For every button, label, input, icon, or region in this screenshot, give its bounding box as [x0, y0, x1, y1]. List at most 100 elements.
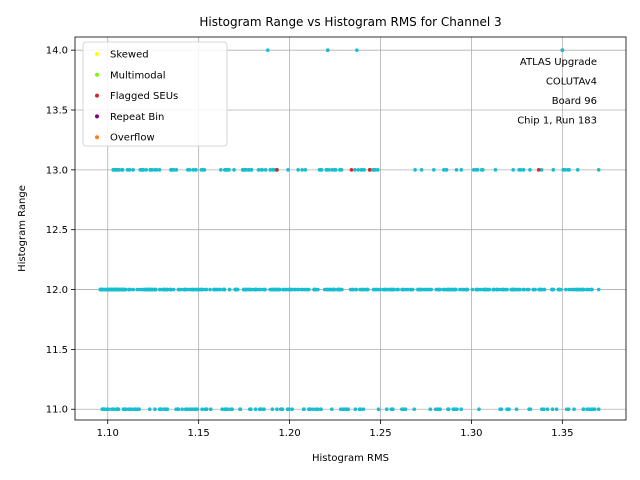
data-point [305, 287, 309, 292]
data-point [478, 287, 483, 292]
data-point [400, 287, 404, 292]
data-point [174, 168, 179, 172]
data-point [510, 287, 514, 292]
data-point [180, 407, 185, 412]
data-point [159, 407, 163, 412]
data-point [199, 168, 204, 172]
data-point [353, 407, 358, 412]
data-point [137, 407, 141, 412]
plot-area-frame [74, 36, 627, 421]
data-point [208, 287, 212, 292]
data-point [299, 287, 303, 292]
data-point [354, 287, 358, 292]
data-point [169, 168, 174, 172]
x-tick-label: 1.15 [188, 428, 210, 439]
legend-label: Skewed [110, 50, 149, 61]
data-point [405, 287, 410, 292]
data-point [337, 287, 342, 292]
data-point [106, 407, 111, 412]
data-point [459, 168, 464, 172]
data-point [296, 287, 300, 292]
data-point [409, 287, 413, 292]
y-tick-label: 11.5 [46, 345, 68, 356]
data-point [163, 287, 168, 292]
data-point [477, 407, 481, 412]
legend: Skewed Multimodal Flagged SEUs Repeat Bin Ov… [82, 41, 228, 147]
data-point [348, 287, 353, 292]
data-point [275, 407, 279, 412]
data-point [140, 287, 144, 292]
data-point [215, 287, 220, 292]
data-point [481, 287, 485, 292]
data-point [505, 287, 509, 292]
data-point [149, 287, 154, 292]
data-point [360, 168, 365, 172]
data-point [596, 407, 601, 412]
data-point [584, 287, 589, 292]
data-point [330, 407, 334, 412]
data-point [211, 287, 216, 292]
data-point [187, 407, 192, 412]
annotation-line: Chip 1, Run 183 [517, 116, 597, 127]
data-point [160, 287, 165, 292]
data-point [525, 287, 530, 292]
data-point [265, 48, 270, 52]
data-point [165, 407, 170, 412]
legend-marker [95, 52, 99, 56]
data-point [517, 168, 521, 172]
data-point [256, 168, 261, 172]
data-point [498, 407, 502, 412]
x-tick-label: 1.35 [551, 428, 573, 439]
data-point [225, 168, 230, 172]
data-point [158, 287, 162, 292]
data-point [252, 287, 256, 292]
data-point [162, 407, 167, 412]
data-point [588, 407, 593, 412]
data-point [438, 407, 442, 412]
data-point [232, 168, 236, 172]
data-point [319, 407, 323, 412]
data-point [580, 287, 585, 292]
axis-ticks: 1.10 1.15 1.20 1.25 1.30 1.35 11.0 11.5 12.0 12.5… [46, 46, 574, 439]
data-point [157, 168, 162, 172]
data-point [325, 48, 330, 52]
legend-marker [95, 114, 99, 119]
data-point [325, 287, 330, 292]
data-point [361, 407, 366, 412]
data-point [511, 168, 516, 172]
data-point [182, 287, 187, 292]
x-tick-label: 1.10 [97, 428, 119, 439]
data-point [262, 407, 266, 412]
data-point [491, 287, 495, 292]
data-point [303, 168, 308, 172]
data-point [454, 168, 459, 172]
data-point [296, 168, 300, 172]
data-point [550, 407, 555, 412]
data-point [219, 168, 223, 172]
data-point [249, 407, 253, 412]
data-point [567, 287, 571, 292]
data-point [229, 407, 233, 412]
legend-label: Multimodal [110, 70, 166, 81]
data-point [459, 407, 463, 412]
data-point [144, 287, 148, 292]
legend-label: Flagged SEUs [110, 91, 178, 102]
x-axis-label: Histogram RMS [312, 453, 389, 464]
data-point [351, 287, 355, 292]
data-point [290, 407, 294, 412]
y-tick-label: 12.5 [46, 225, 68, 236]
data-point [269, 287, 274, 292]
data-point [200, 407, 204, 412]
data-point [571, 287, 576, 292]
data-point [131, 287, 136, 292]
data-point [204, 407, 209, 412]
data-point [222, 287, 226, 292]
data-point [147, 407, 152, 412]
data-point [338, 168, 342, 172]
data-point [355, 48, 359, 52]
data-point [153, 407, 157, 412]
data-point [561, 168, 566, 172]
data-point [545, 407, 550, 412]
data-point [556, 287, 561, 292]
data-point [572, 407, 576, 412]
